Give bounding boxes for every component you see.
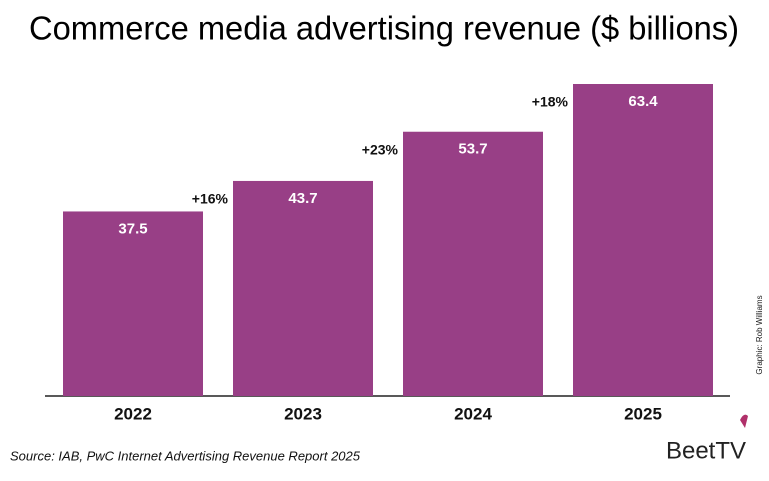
value-label: 43.7 (288, 190, 317, 207)
bar (573, 84, 713, 396)
value-label: 63.4 (628, 93, 658, 110)
bar (63, 211, 203, 396)
value-label: 53.7 (458, 141, 487, 158)
x-tick-label: 2025 (624, 404, 662, 423)
x-tick-label: 2022 (114, 404, 152, 423)
bar (233, 180, 373, 396)
source: Source: IAB, PwC Internet Advertising Re… (10, 448, 361, 463)
logo-icon (740, 414, 748, 428)
chart-title: Commerce media advertising revenue ($ bi… (29, 10, 739, 47)
credit: Graphic: Rob Williams (755, 295, 764, 374)
value-label: 37.5 (118, 220, 147, 237)
x-tick-label: 2024 (454, 404, 492, 423)
x-tick-label: 2023 (284, 404, 322, 423)
bar (403, 131, 543, 396)
growth-label: +16% (192, 191, 229, 207)
logo: BeetTV (666, 437, 746, 464)
growth-label: +23% (362, 141, 399, 157)
growth-label: +18% (532, 94, 569, 110)
